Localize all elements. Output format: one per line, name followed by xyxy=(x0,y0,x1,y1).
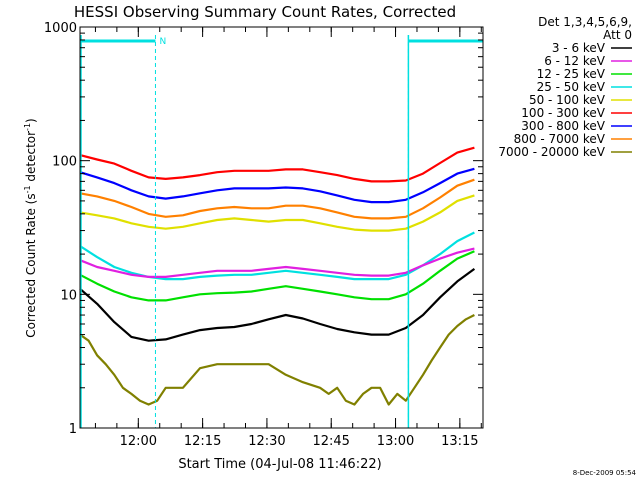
y-axis-label-sup2: -1 xyxy=(23,123,32,131)
y-tick-label: 100 xyxy=(52,155,77,170)
plot-frame xyxy=(79,26,484,429)
legend-label-12-25-kev: 12 - 25 keV xyxy=(537,67,606,81)
series-line-7000-20000-kev xyxy=(79,314,475,406)
y-axis-label-main: Corrected Count Rate (s xyxy=(24,193,38,337)
legend-label-3-6-kev: 3 - 6 keV xyxy=(552,41,606,55)
legend-label-800-7000-kev: 800 - 7000 keV xyxy=(514,132,606,146)
annotations: N xyxy=(80,35,484,428)
legend-label-25-50-kev: 25 - 50 keV xyxy=(537,80,606,94)
series-line-100-300-kev xyxy=(79,146,475,183)
x-tick-label: 13:00 xyxy=(377,434,414,449)
series-line-3-6-kev xyxy=(79,268,476,342)
y-tick-label: 1 xyxy=(69,422,77,437)
y-axis-label-sup1: -1 xyxy=(23,185,32,193)
plot-area xyxy=(79,146,476,406)
saa-label: N xyxy=(159,37,166,47)
chart-title: HESSI Observing Summary Count Rates, Cor… xyxy=(74,3,456,21)
x-tick-label: 12:15 xyxy=(184,434,221,449)
timestamp: 8-Dec-2009 05:54 xyxy=(573,469,637,477)
legend-header-line2: Att 0 xyxy=(603,28,632,42)
legend-label-100-300-kev: 100 - 300 keV xyxy=(521,106,605,120)
series-line-800-7000-kev xyxy=(79,178,475,220)
y-axis-label-end: ) xyxy=(24,118,38,123)
y-axis-label: Corrected Count Rate (s-1 detector-1) xyxy=(23,118,38,337)
legend-header-line1: Det 1,3,4,5,6,9, xyxy=(538,15,632,29)
legend-label-7000-20000-kev: 7000 - 20000 keV xyxy=(498,145,605,159)
y-axis-label-mid: detector xyxy=(24,131,38,186)
x-tick-label: 13:15 xyxy=(441,434,478,449)
axes: 1 10 100 1000 12:00 12:15 12:30 12:45 13:00 13:15 xyxy=(44,21,484,449)
y-tick-label: 10 xyxy=(60,288,77,303)
legend-label-50-100-kev: 50 - 100 keV xyxy=(529,93,606,107)
y-tick-label: 1000 xyxy=(44,21,77,36)
x-tick-label: 12:00 xyxy=(120,434,157,449)
legend-label-300-800-kev: 300 - 800 keV xyxy=(521,119,605,133)
series-line-25-50-kev xyxy=(79,231,475,281)
legend-label-6-12-kev: 6 - 12 keV xyxy=(544,54,606,68)
x-axis-label: Start Time (04-Jul-08 11:46:22) xyxy=(178,457,381,472)
x-tick-label: 12:45 xyxy=(312,434,349,449)
x-tick-label: 12:30 xyxy=(248,434,285,449)
